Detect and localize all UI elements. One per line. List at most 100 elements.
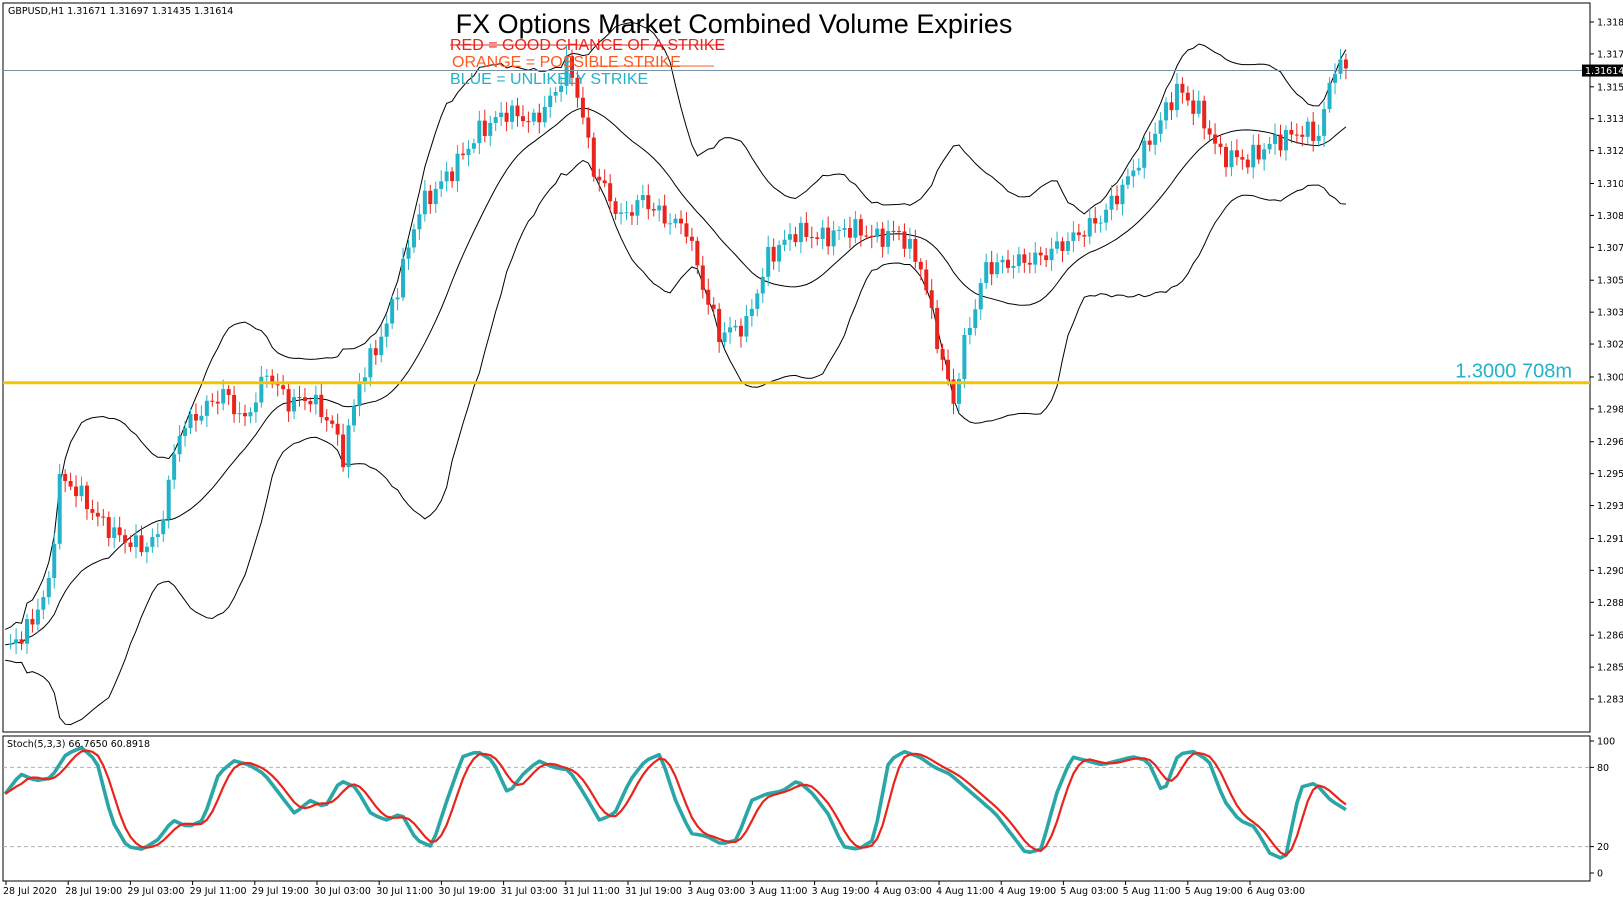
candle-body	[411, 229, 416, 248]
candle-body	[1240, 157, 1245, 160]
candle-body	[204, 400, 209, 416]
candle-body	[875, 228, 880, 238]
candle-body	[74, 486, 79, 497]
candle-body	[1098, 222, 1103, 224]
candle-body	[984, 262, 989, 284]
time-tick-label: 29 Jul 11:00	[190, 886, 247, 897]
candle-body	[183, 428, 188, 437]
candle-body	[1082, 235, 1087, 237]
candle-body	[1251, 144, 1256, 168]
candle-body	[924, 269, 929, 291]
candle-body	[1076, 232, 1081, 236]
candle-body	[1338, 59, 1343, 74]
candle-body	[847, 227, 852, 238]
candle-body	[575, 77, 580, 98]
candle-body	[602, 180, 607, 184]
candle-body	[749, 308, 754, 316]
candle-body	[853, 219, 858, 238]
candle-body	[1262, 149, 1267, 160]
candle-body	[1065, 241, 1070, 251]
candle-body	[112, 527, 117, 538]
candle-body	[346, 425, 351, 468]
candle-body	[798, 222, 803, 243]
price-tick-label: 1.31200	[1597, 146, 1623, 157]
candle-body	[1180, 83, 1185, 93]
candle-body	[597, 176, 602, 181]
candle-body	[989, 262, 994, 275]
candle-body	[700, 265, 705, 290]
candle-body	[406, 247, 411, 259]
candle-body	[433, 188, 438, 205]
candle-body	[477, 120, 482, 144]
candle-body	[319, 394, 324, 418]
bollinger-upper	[5, 21, 1347, 630]
candle-body	[1136, 167, 1141, 171]
time-tick-label: 4 Aug 19:00	[998, 886, 1056, 897]
candle-body	[19, 639, 24, 644]
candle-body	[422, 190, 427, 215]
candle-body	[1006, 259, 1010, 268]
candle-body	[232, 394, 237, 415]
candle-body	[635, 200, 640, 216]
candle-body	[738, 325, 743, 337]
candle-body	[1229, 150, 1234, 168]
time-tick-label: 29 Jul 19:00	[252, 886, 309, 897]
price-tick-label: 1.31365	[1597, 114, 1623, 125]
candle-body	[1147, 140, 1152, 145]
time-tick-label: 31 Jul 03:00	[501, 886, 558, 897]
candle-body	[902, 231, 907, 249]
candle-body	[1060, 241, 1065, 251]
candle-body	[161, 519, 166, 535]
candle-body	[46, 577, 51, 598]
candle-body	[940, 349, 945, 360]
candle-body	[292, 397, 297, 412]
candle-body	[84, 485, 89, 510]
price-tick-label: 1.29195	[1597, 534, 1623, 545]
candle-body	[1115, 195, 1119, 205]
candle-body	[788, 234, 792, 240]
symbol-info: GBPUSD,H1 1.31671 1.31697 1.31435 1.3161…	[8, 6, 233, 17]
price-tick-label: 1.29695	[1597, 437, 1623, 448]
candle-body	[401, 258, 406, 298]
candle-body	[1316, 135, 1321, 142]
candle-body	[1033, 252, 1038, 265]
price-tick-label: 1.28695	[1597, 631, 1623, 642]
time-tick-label: 29 Jul 03:00	[127, 886, 184, 897]
candle-body	[766, 246, 771, 277]
candle-body	[662, 205, 667, 224]
candle-body	[711, 304, 716, 309]
candle-body	[782, 239, 787, 245]
candle-body	[68, 481, 73, 487]
price-tick-label: 1.28530	[1597, 663, 1623, 674]
candle-body	[1185, 92, 1190, 101]
candle-body	[1011, 265, 1016, 268]
candle-body	[559, 85, 564, 92]
candle-body	[929, 290, 934, 308]
candle-body	[1278, 134, 1283, 151]
candle-body	[390, 299, 395, 324]
candle-body	[646, 195, 651, 210]
candle-body	[128, 542, 133, 547]
candle-body	[897, 231, 901, 233]
stochastic-k-line	[3, 745, 1347, 860]
candle-body	[1169, 102, 1174, 111]
candle-body	[510, 105, 515, 122]
chart-title: FX Options Market Combined Volume Expiri…	[456, 9, 1013, 39]
current-price-tag-box	[1582, 64, 1623, 77]
candle-body	[1109, 195, 1114, 210]
candle-body	[608, 183, 613, 202]
candle-body	[341, 434, 346, 468]
candle-body	[1245, 159, 1250, 168]
candle-body	[657, 205, 662, 211]
candle-body	[1333, 73, 1337, 83]
candle-body	[515, 105, 520, 117]
candle-body	[199, 415, 204, 421]
candle-body	[215, 401, 220, 404]
candle-body	[978, 283, 983, 310]
candle-body	[842, 227, 847, 230]
candle-body	[962, 334, 967, 380]
time-tick-label: 5 Aug 03:00	[1060, 886, 1118, 897]
candle-body	[428, 190, 433, 205]
candle-body	[134, 535, 138, 547]
candle-body	[689, 236, 694, 241]
